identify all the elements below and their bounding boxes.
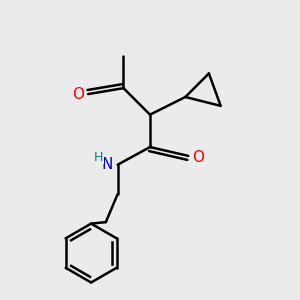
Text: O: O	[72, 87, 84, 102]
Text: O: O	[193, 150, 205, 165]
Text: H: H	[94, 151, 103, 164]
Text: N: N	[102, 157, 113, 172]
